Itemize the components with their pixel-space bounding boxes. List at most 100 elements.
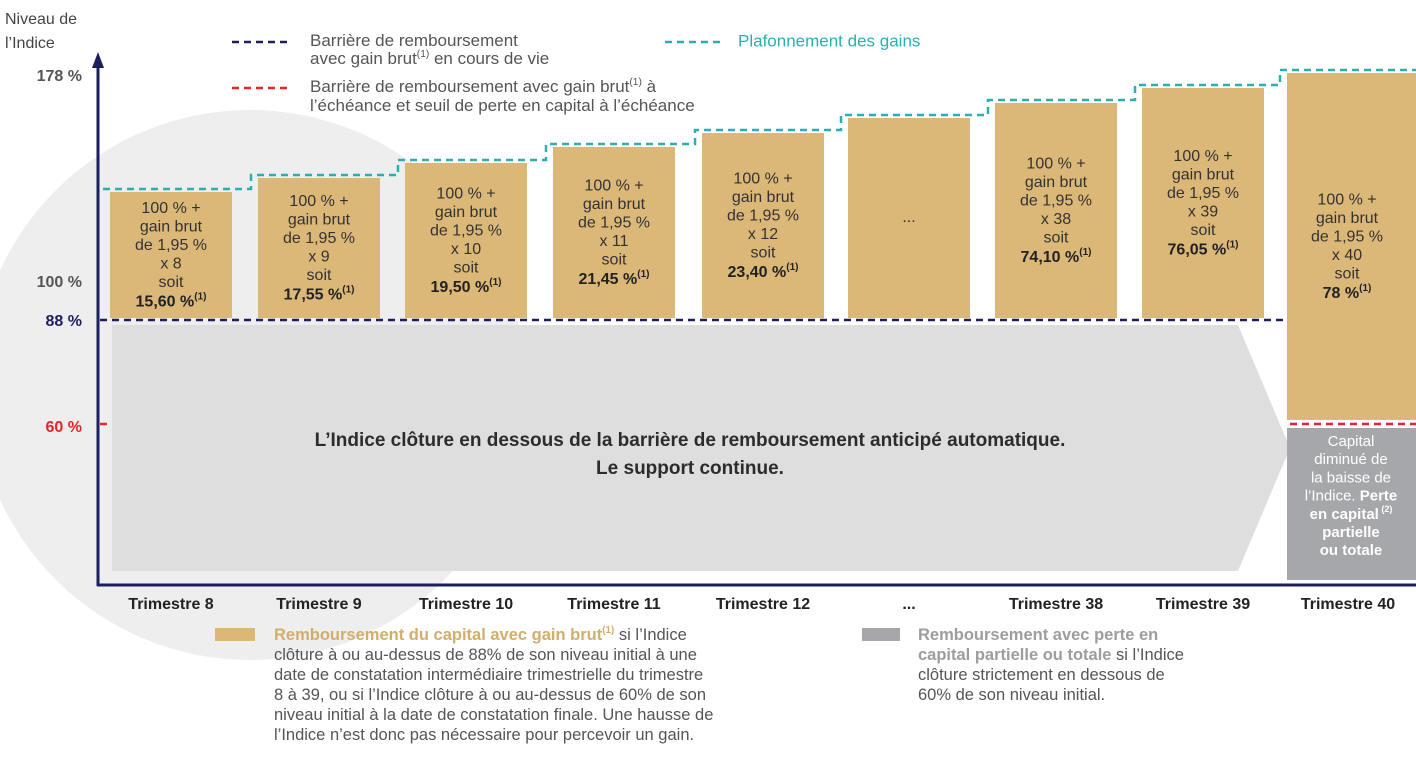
text-segment: si l’Indice	[1111, 646, 1183, 664]
result-note: (1)	[194, 291, 206, 302]
text-segment: en cours de vie	[429, 49, 549, 68]
axis-title: l’Indice	[5, 35, 55, 52]
text-segment: à	[642, 77, 657, 96]
text-line: la baisse de	[1311, 469, 1391, 486]
text-segment: en capital	[1310, 506, 1379, 523]
continue-arrow	[112, 325, 1290, 571]
level-label: 60 %	[46, 419, 82, 436]
bar-text: 100 % +	[1026, 155, 1085, 172]
text-segment: la baisse de	[1311, 469, 1391, 486]
bar-text: gain brut	[583, 196, 646, 213]
result-note: (1)	[637, 269, 649, 280]
text-line: clôture strictement en dessous de	[918, 666, 1165, 684]
bar-text: de 1,95 %	[578, 214, 650, 231]
axis-title: Niveau de	[5, 11, 77, 28]
text-segment: (1)	[602, 625, 614, 636]
level-label: 178 %	[37, 68, 82, 85]
x-label: Trimestre 39	[1156, 596, 1250, 613]
result-note: (1)	[489, 277, 501, 288]
text-line: diminué de	[1314, 451, 1387, 468]
x-label: ...	[902, 596, 915, 613]
bar-text: x 10	[451, 241, 481, 258]
text-segment: 8 à 39, ou si l’Indice clôture à ou au-d…	[274, 686, 706, 704]
bar-text: soit	[1044, 229, 1069, 246]
bar-text: gain brut	[1172, 166, 1235, 183]
text-segment: partielle	[1322, 524, 1380, 541]
bar-text: de 1,95 %	[1311, 228, 1383, 245]
result-value: 17,55 %	[284, 286, 343, 303]
result-note: (1)	[1359, 283, 1371, 294]
text-line: Barrière de remboursement	[310, 31, 518, 50]
result-value: 23,40 %	[728, 264, 787, 281]
result-note: (1)	[342, 284, 354, 295]
text-line: capital partielle ou totale si l’Indice	[918, 646, 1184, 664]
text-line: Barrière de remboursement avec gain brut…	[310, 77, 657, 96]
text-segment: si l’Indice	[614, 626, 686, 644]
text-segment: clôture strictement en dessous de	[918, 666, 1165, 684]
text-line: ou totale	[1320, 542, 1383, 559]
level-label: 88 %	[46, 313, 82, 330]
text-line: 60% de son niveau initial.	[918, 686, 1105, 704]
bar-text: 100 % +	[584, 177, 643, 194]
text-line: clôture à ou au-dessus de 88% de son niv…	[274, 646, 697, 664]
bar-text: gain brut	[1316, 210, 1379, 227]
text-segment: l’échéance et seuil de perte en capital …	[310, 96, 695, 115]
bar-text: x 38	[1041, 211, 1071, 228]
gain-bar	[110, 192, 232, 318]
bar-text: soit	[159, 274, 184, 291]
x-label: Trimestre 11	[567, 596, 661, 613]
bar-text: gain brut	[732, 189, 795, 206]
gain-bar	[553, 147, 675, 318]
bar-text: x 9	[308, 248, 329, 265]
bar-result: 76,05 %(1)	[1168, 239, 1239, 258]
bar-result: 19,50 %(1)	[431, 277, 502, 296]
legend-swatch	[215, 628, 255, 641]
legend-label: Plafonnement des gains	[738, 31, 920, 50]
text-segment: Remboursement avec perte en	[918, 626, 1158, 644]
x-label: Trimestre 9	[276, 596, 361, 613]
gain-bar	[405, 163, 527, 318]
bar-text: de 1,95 %	[727, 207, 799, 224]
bar-text: gain brut	[1025, 174, 1088, 191]
bar-text: x 40	[1332, 247, 1362, 264]
bar-text: x 39	[1188, 203, 1218, 220]
bar-text: de 1,95 %	[1020, 192, 1092, 209]
result-note: (1)	[1226, 239, 1238, 250]
arrow-text: Le support continue.	[596, 458, 784, 479]
gain-bar	[1287, 73, 1416, 420]
bar-text: soit	[307, 267, 332, 284]
bar-text: 100 % +	[141, 200, 200, 217]
text-line: Remboursement du capital avec gain brut(…	[274, 625, 687, 644]
bar-text: de 1,95 %	[430, 222, 502, 239]
bar-text: de 1,95 %	[283, 230, 355, 247]
bar-text: soit	[1191, 222, 1216, 239]
gain-bar	[258, 178, 380, 318]
bar-result: 15,60 %(1)	[136, 291, 207, 310]
x-label: Trimestre 38	[1009, 596, 1103, 613]
bar-text: soit	[751, 244, 776, 261]
bar-text: x 8	[160, 255, 181, 272]
x-label: Trimestre 40	[1301, 596, 1395, 613]
bar-text: 100 % +	[289, 193, 348, 210]
text-segment: niveau initial à la date de constatation…	[274, 706, 713, 724]
text-segment: capital partielle ou totale	[918, 646, 1111, 664]
text-segment: Capital	[1328, 433, 1375, 450]
text-segment: diminué de	[1314, 451, 1387, 468]
result-value: 21,45 %	[579, 271, 638, 288]
gain-bar	[702, 133, 824, 318]
text-segment: l’Indice n’est donc pas nécessaire pour …	[274, 726, 694, 744]
text-segment: (1)	[417, 49, 429, 60]
arrow-text: L’Indice clôture en dessous de la barriè…	[315, 430, 1066, 451]
text-line: date de constatation intermédiaire trime…	[274, 666, 703, 684]
text-segment: Remboursement du capital avec gain brut	[274, 626, 603, 644]
bar-text: gain brut	[140, 218, 203, 235]
text-segment: Barrière de remboursement	[310, 31, 518, 50]
text-segment: Perte	[1360, 488, 1398, 505]
bar-result: 21,45 %(1)	[579, 269, 650, 288]
bar-text: ...	[902, 209, 915, 226]
bar-text: soit	[602, 251, 627, 268]
gain-bar	[848, 118, 970, 318]
bar-text: x 12	[748, 226, 778, 243]
bar-result: 78 %(1)	[1323, 283, 1372, 302]
